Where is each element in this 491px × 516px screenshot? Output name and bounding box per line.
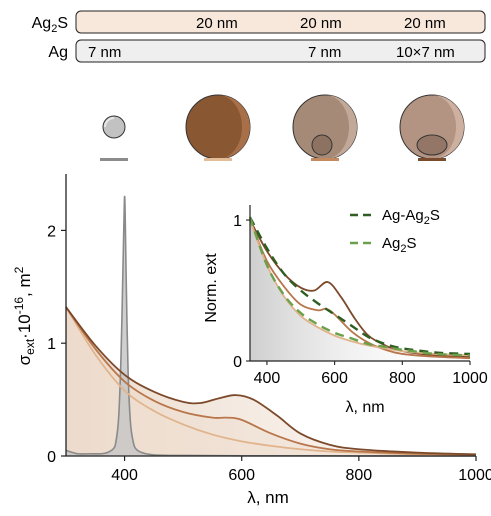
main-y-tick-label: 2 bbox=[47, 223, 56, 240]
inset-legend: Ag-Ag2S Ag2S bbox=[350, 207, 440, 255]
inset-series-line-3 bbox=[248, 216, 471, 356]
particle-core bbox=[311, 134, 333, 156]
header-row-label: Ag bbox=[48, 44, 68, 61]
inset-series-line-1 bbox=[249, 219, 471, 360]
main-series-line-1 bbox=[65, 306, 477, 456]
header-row-ag: Ag 7 nm 7 nm 10×7 nm bbox=[48, 39, 486, 63]
particle-legend-bar bbox=[311, 158, 339, 161]
inset-y-tick-label: 0 bbox=[233, 354, 242, 371]
particle-core bbox=[416, 134, 448, 156]
header-cell: 20 nm bbox=[300, 15, 342, 32]
legend-label: Ag2S bbox=[382, 235, 417, 255]
inset-fill bbox=[250, 220, 470, 361]
header-cell: 10×7 nm bbox=[396, 44, 455, 61]
inset-x-tick-label: 800 bbox=[389, 370, 416, 387]
main-y-ticks: 0 1 2 bbox=[47, 223, 66, 466]
particle-legend-bar bbox=[204, 158, 232, 161]
inset-series-lines bbox=[248, 216, 471, 360]
inset-y-ticks: 01 bbox=[233, 213, 250, 371]
main-y-axis-label: σext·10-16, m2 bbox=[12, 266, 37, 365]
particle-ag2s bbox=[185, 94, 251, 161]
inset-chart: 400 600 800 1000 01 λ, nm Norm. ext Ag-Ag2S… bbox=[203, 205, 488, 416]
particle-legend-bar bbox=[100, 158, 128, 161]
particle-row bbox=[100, 94, 465, 161]
main-x-tick-label: 400 bbox=[111, 467, 138, 484]
header-cell: 7 nm bbox=[308, 44, 341, 61]
particle-shading bbox=[218, 95, 250, 159]
particle-ag-ag2s-sphere bbox=[292, 94, 358, 161]
header-cell: 20 nm bbox=[196, 15, 238, 32]
main-series-line-3 bbox=[65, 306, 477, 456]
particle-shading bbox=[104, 117, 115, 128]
main-series-lines bbox=[65, 195, 477, 457]
header-row-label: Ag2S bbox=[32, 15, 68, 35]
header-row-bar bbox=[75, 10, 486, 34]
legend-item: Ag2S bbox=[350, 235, 417, 255]
main-series-line-2 bbox=[65, 306, 477, 456]
main-x-tick-label: 1000 bbox=[458, 467, 491, 484]
particle-ag-ag2s-ellipsoid bbox=[399, 94, 465, 161]
main-chart: 400 600 800 1000 012 λ, nm σext·10-16, m2 bbox=[12, 174, 491, 507]
header-row-ag2s: Ag2S 20 nm 20 nm 20 nm bbox=[32, 10, 486, 35]
legend-label: Ag-Ag2S bbox=[382, 207, 440, 227]
inset-x-axis-label: λ, nm bbox=[345, 399, 384, 416]
main-y-tick-label: 1 bbox=[47, 336, 56, 353]
inset-x-tick-label: 600 bbox=[321, 370, 348, 387]
main-y-tick-label: 0 bbox=[47, 449, 56, 466]
particle-legend-bar bbox=[418, 158, 446, 161]
inset-y-axis-label: Norm. ext bbox=[203, 253, 220, 323]
header-table: Ag2S 20 nm 20 nm 20 nm Ag 7 nm 7 nm 10×7… bbox=[32, 10, 486, 63]
particle-ag bbox=[100, 115, 128, 161]
inset-x-tick-label: 400 bbox=[254, 370, 281, 387]
main-x-tick-label: 600 bbox=[228, 467, 255, 484]
header-row-bar bbox=[75, 39, 486, 63]
inset-series-line-4 bbox=[248, 216, 471, 357]
inset-x-ticks: 400 600 800 1000 bbox=[254, 361, 488, 387]
particle-shading bbox=[432, 95, 464, 159]
particle-ag-core bbox=[102, 115, 126, 139]
legend-item: Ag-Ag2S bbox=[350, 207, 440, 227]
inset-y-tick-label: 1 bbox=[233, 213, 242, 230]
inset-x-tick-label: 1000 bbox=[452, 370, 488, 387]
main-x-ticks: 400 600 800 1000 bbox=[111, 456, 491, 484]
header-cell: 20 nm bbox=[404, 15, 446, 32]
main-series-line-0 bbox=[65, 195, 477, 457]
particle-shading bbox=[325, 95, 357, 159]
inset-area-fill bbox=[250, 220, 470, 361]
main-x-tick-label: 800 bbox=[346, 467, 373, 484]
main-x-axis-label: λ, nm bbox=[247, 488, 289, 507]
header-cell: 7 nm bbox=[88, 44, 121, 61]
